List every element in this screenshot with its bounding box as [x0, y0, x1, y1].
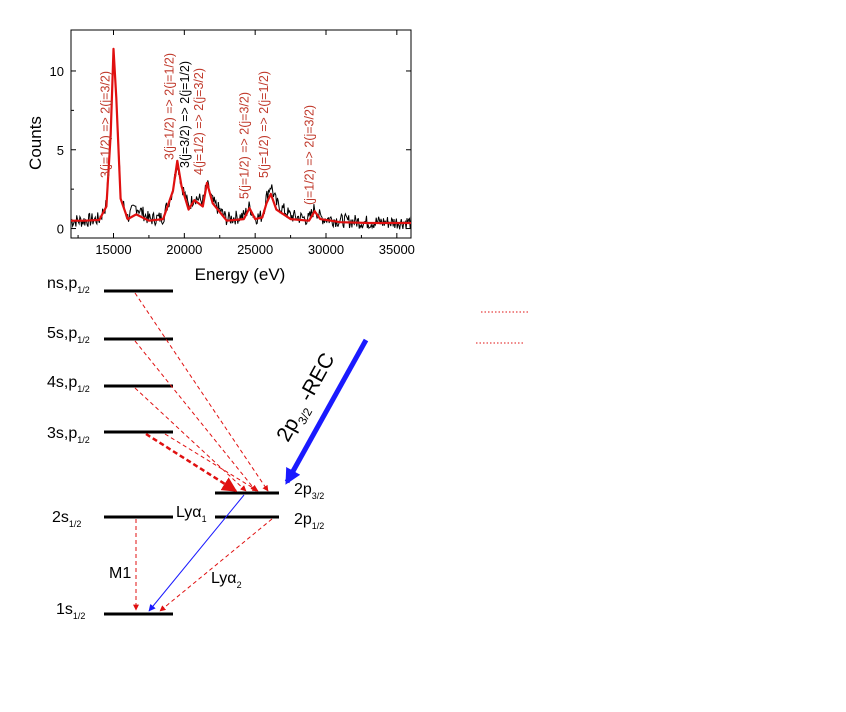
x-tick-label-3: 30000 — [308, 242, 344, 257]
label-5s: 5s,p1/2 — [47, 325, 90, 345]
transition-4s-2p — [134, 387, 247, 492]
label-lya1: Lyα1 — [176, 504, 207, 524]
x-tick-label-1: 20000 — [166, 242, 202, 257]
peak-annotation-1: 3(j=1/2) => 2(j=1/2) — [162, 53, 176, 160]
x-tick-label-4: 35000 — [379, 242, 415, 257]
y-tick-label-0: 0 — [57, 222, 64, 237]
y-axis-title: Counts — [26, 116, 45, 170]
energy-level-diagram: ns,p1/2 5s,p1/2 4s,p1/2 3s,p1/2 2s1/2 1s… — [47, 275, 529, 621]
spectrum-chart: 15000 20000 25000 30000 35000 0 5 10 3(j=1/2) … — [26, 29, 415, 284]
peak-annotation-3: 4(j=1/2) => 2(j=3/2) — [192, 68, 206, 175]
label-m1: M1 — [109, 565, 131, 582]
peak-annotation-2: 3(j=3/2) => 2(j=1/2) — [178, 61, 192, 168]
label-2p12: 2p1/2 — [294, 511, 324, 531]
label-2s: 2s1/2 — [52, 509, 81, 529]
label-lya2: Lyα2 — [211, 570, 242, 590]
label-3s: 3s,p1/2 — [47, 425, 90, 445]
peak-annotation-4: 5(j=1/2) => 2(j=3/2) — [237, 92, 251, 199]
peak-annotations: 3(j=1/2) => 2(j=3/2) 3(j=1/2) => 2(j=1/2)… — [99, 53, 317, 205]
label-ns: ns,p1/2 — [47, 275, 90, 295]
transition-3s-2p — [145, 432, 238, 493]
y-axis-ticks: 0 5 10 — [50, 64, 411, 237]
y-tick-label-2: 10 — [50, 64, 64, 79]
transition-5s-2p — [134, 340, 257, 492]
label-1s: 1s1/2 — [56, 601, 85, 621]
series-line-fit — [71, 47, 411, 225]
transition-3s-2p-b — [164, 433, 259, 492]
transition-lya2 — [159, 518, 273, 612]
plot-frame — [70, 29, 412, 239]
x-axis-title: Energy (eV) — [195, 265, 286, 284]
peak-annotation-0: 3(j=1/2) => 2(j=3/2) — [99, 71, 113, 178]
series-layer — [70, 47, 412, 230]
label-4s: 4s,p1/2 — [47, 374, 90, 394]
x-tick-label-0: 15000 — [95, 242, 131, 257]
label-2p32: 2p3/2 — [294, 481, 324, 501]
transition-lya1 — [148, 494, 245, 612]
peak-annotation-5: 5(j=1/2) => 2(j=1/2) — [257, 71, 271, 178]
rec-arrow — [284, 338, 369, 485]
x-tick-label-2: 25000 — [237, 242, 273, 257]
transition-ns-2p — [134, 292, 269, 492]
peak-annotation-6: (j=1/2) => 2(j=3/2) — [303, 105, 317, 205]
x-axis-ticks: 15000 20000 25000 30000 35000 — [77, 30, 415, 257]
y-tick-label-1: 5 — [57, 143, 64, 158]
